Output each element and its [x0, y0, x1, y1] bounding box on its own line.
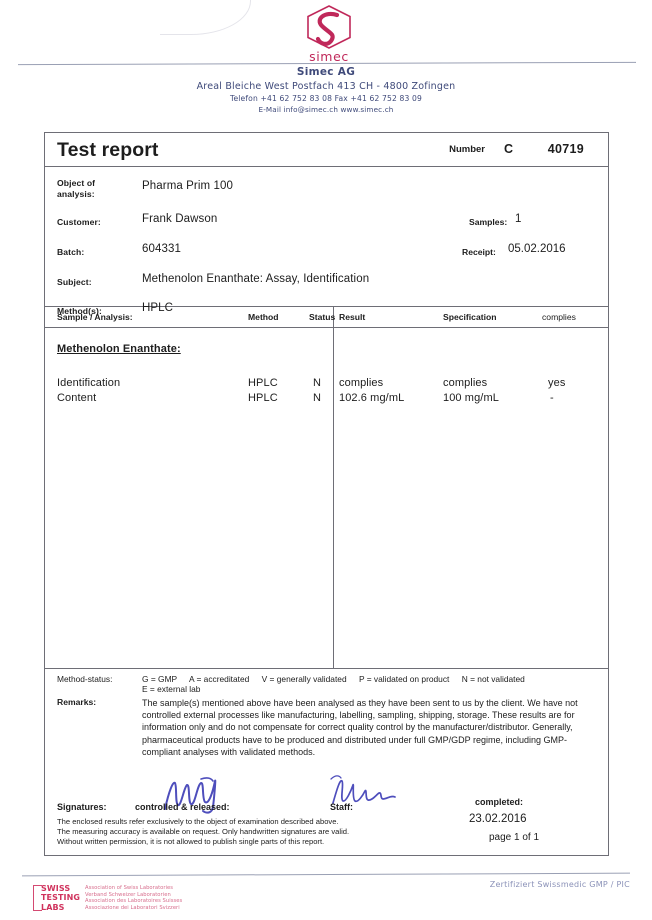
method-status-legend: Method-status: G = GMP A = accreditated … [45, 669, 608, 697]
completed-date: 23.02.2016 [469, 813, 527, 825]
association-de: Verband Schweizer Laboratorien [85, 891, 171, 898]
signature-staff-icon [330, 775, 396, 804]
remarks-section: Remarks: The sample(s) mentioned above h… [45, 697, 608, 781]
col-header-method: Method [248, 312, 279, 322]
cell-result: complies [339, 377, 384, 389]
col-header-sample: Sample / Analysis: [57, 312, 133, 322]
report-number-value: 40719 [547, 142, 584, 156]
simec-wordmark: simec [309, 49, 349, 64]
swiss-testing-labs-wordmark: SWISS TESTING LABS [41, 884, 80, 912]
customer-value: Frank Dawson [142, 213, 218, 225]
analysis-group-title: Methenolon Enanthate: [57, 343, 181, 355]
object-of-analysis-label: Object of analysis: [57, 178, 95, 199]
association-fr: Association des Laboratoires Suisses [85, 898, 183, 905]
logo-line-swiss: SWISS [41, 884, 71, 893]
disclaimer-line-3: Without written permission, it is not al… [57, 837, 325, 846]
col-header-result: Result [339, 312, 366, 322]
cell-complies: - [550, 392, 554, 404]
cell-status: N [313, 377, 322, 389]
logo-line-testing: TESTING [41, 893, 81, 903]
cell-sample: Identification [57, 377, 121, 389]
object-label-line2: analysis: [57, 188, 95, 199]
simec-logo: simec [296, 4, 362, 66]
legend-entry-product: P = validated on product [358, 674, 450, 684]
association-names: Association of Swiss Laboratories Verban… [85, 885, 182, 911]
methods-value: HPLC [142, 302, 174, 314]
page-number: page 1 of 1 [489, 832, 540, 843]
results-table-header: Sample / Analysis: Method Status Result … [45, 307, 608, 328]
cell-method: HPLC [248, 377, 278, 389]
controlled-released-label: controlled & released: [135, 802, 230, 812]
cell-method: HPLC [248, 392, 278, 404]
test-report-box: Test report Number C 40719 Object of ana… [44, 132, 609, 856]
cell-specification: complies [443, 377, 488, 389]
legend-entry-accredited: A = accreditated [189, 674, 250, 684]
cell-sample: Content [57, 392, 97, 404]
method-status-entries: G = GMP A = accreditated V = generally v… [142, 674, 535, 684]
address-line: Areal Bleiche West Postfach 413 CH - 480… [196, 81, 456, 92]
disclaimer-line-1: The enclosed results refer exclusively t… [57, 817, 339, 826]
cell-specification: 100 mg/mL [443, 392, 499, 404]
object-of-analysis-value: Pharma Prim 100 [142, 180, 233, 192]
phone-line: Telefon +41 62 752 83 08 Fax +41 62 752 … [229, 94, 423, 103]
scan-artifact [160, 0, 251, 35]
samples-value: 1 [515, 213, 522, 225]
samples-label: Samples: [469, 217, 508, 227]
batch-value: 604331 [142, 243, 181, 255]
report-meta: Object of analysis: Pharma Prim 100 Cust… [45, 167, 608, 316]
remarks-text: The sample(s) mentioned above have been … [142, 698, 578, 757]
report-number-label: Number [449, 144, 485, 155]
letterhead-address: Simec AG Areal Bleiche West Postfach 413… [0, 66, 652, 114]
remarks-label: Remarks: [57, 697, 97, 707]
results-table: Sample / Analysis: Method Status Result … [45, 307, 608, 669]
association-en: Association of Swiss Laboratories [85, 885, 174, 891]
methods-label: Method(s): [57, 306, 102, 316]
disclaimer-text: The enclosed results refer exclusively t… [57, 817, 437, 847]
subject-value: Methenolon Enanthate: Assay, Identificat… [142, 273, 370, 285]
legend-entry-notvalid: N = not validated [461, 674, 525, 684]
report-number-letter: C [503, 142, 513, 156]
letterhead: simec Simec AG Areal Bleiche West Postfa… [0, 0, 652, 118]
swiss-testing-labs-logo: SWISS TESTING LABS Association of Swiss … [33, 884, 213, 914]
logo-line-labs: LABS [41, 902, 65, 912]
footer-divider [22, 872, 630, 877]
signature-controlled-released-icon [164, 777, 217, 814]
legend-entry-externallab: E = external lab [142, 684, 201, 694]
col-header-complies: complies [542, 312, 576, 322]
receipt-label: Receipt: [462, 247, 496, 257]
signatures-section: Signatures: controlled & released: Staff… [45, 775, 608, 855]
page-title: Test report [57, 139, 159, 161]
legend-entry-validated: V = generally validated [261, 674, 347, 684]
company-name: Simec AG [296, 66, 356, 78]
association-it: Associazione dei Laboratori Svizzeri [85, 904, 180, 911]
batch-label: Batch: [57, 247, 85, 257]
customer-label: Customer: [57, 217, 101, 227]
legend-entry-gmp: G = GMP [142, 674, 178, 684]
col-header-status: Status [309, 312, 336, 322]
bracket-icon [33, 885, 42, 911]
simec-hexagon-s-icon [307, 5, 351, 49]
certification-text: Zertifiziert Swissmedic GMP / PIC [489, 880, 630, 889]
object-label-line1: Object of [57, 178, 96, 188]
cell-result: 102.6 mg/mL [339, 392, 405, 404]
signatures-label: Signatures: [57, 802, 107, 812]
disclaimer-line-2: The measuring accuracy is available on r… [57, 827, 350, 836]
completed-label: completed: [475, 797, 524, 807]
report-title-row: Test report Number C 40719 [45, 133, 608, 167]
receipt-value: 05.02.2016 [508, 243, 566, 255]
subject-label: Subject: [57, 277, 92, 287]
email-line: E-Mail info@simec.ch www.simec.ch [258, 105, 394, 114]
cell-complies: yes [548, 377, 566, 389]
method-status-label: Method-status: [57, 674, 113, 684]
table-vertical-divider [333, 307, 334, 669]
cell-status: N [313, 392, 322, 404]
col-header-specification: Specification [443, 312, 497, 322]
staff-label: Staff: [330, 802, 353, 812]
